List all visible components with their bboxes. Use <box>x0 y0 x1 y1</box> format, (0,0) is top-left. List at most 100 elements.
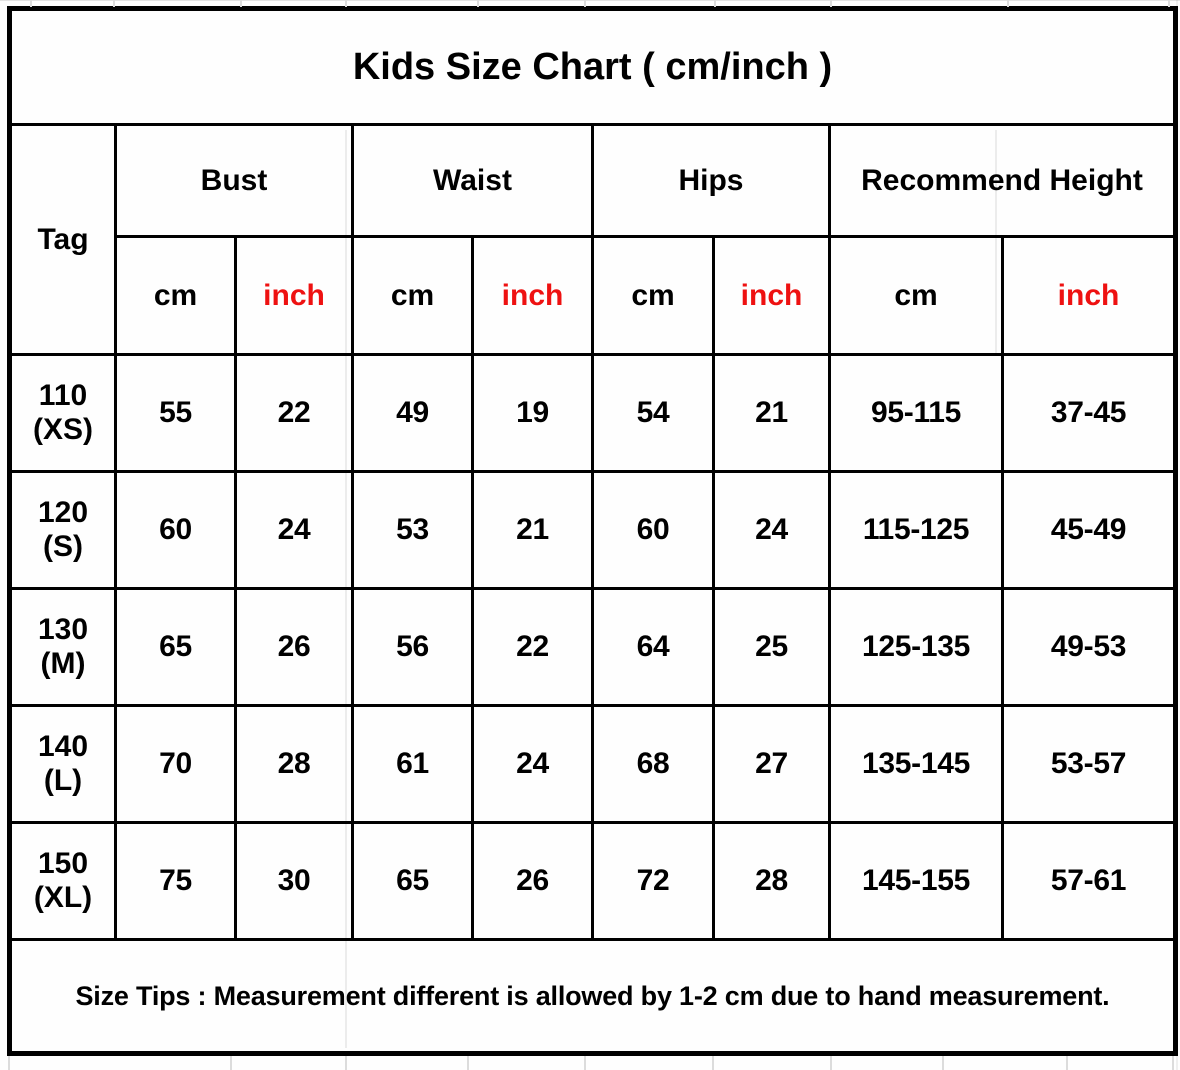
unit-header-hips-inch: inch <box>712 235 831 356</box>
table-row-110-xs: 110 (XS) 55 22 49 19 54 21 95-115 37-45 <box>8 353 1177 473</box>
size-chart-table: Kids Size Chart ( cm/inch ) Tag Bust Wai… <box>7 6 1178 1056</box>
table-row-150-xl: 150 (XL) 75 30 65 26 72 28 145-155 57-61 <box>8 821 1177 941</box>
unit-header-height-cm: cm <box>828 235 1004 356</box>
tag-size-letter: (L) <box>43 764 83 797</box>
waist-cm-value: 53 <box>351 470 474 590</box>
height-cm-value: 95-115 <box>828 353 1004 473</box>
spreadsheet-gridline <box>345 1056 347 1070</box>
waist-inch-value: 22 <box>471 587 594 707</box>
page-title: Kids Size Chart ( cm/inch ) <box>8 7 1177 126</box>
unit-header-hips-cm: cm <box>591 235 715 356</box>
spreadsheet-gridline <box>113 0 115 7</box>
spreadsheet-gridline <box>1168 0 1170 7</box>
height-cm-value: 135-145 <box>828 704 1004 824</box>
spreadsheet-gridline <box>584 0 586 7</box>
spreadsheet-gridline <box>830 0 832 7</box>
hips-inch-value: 27 <box>712 704 831 824</box>
height-cm-value: 115-125 <box>828 470 1004 590</box>
unit-header-height-inch: inch <box>1001 235 1177 356</box>
bust-cm-value: 75 <box>114 821 237 941</box>
table-row-130-m: 130 (M) 65 26 56 22 64 25 125-135 49-53 <box>8 587 1177 707</box>
spreadsheet-gridline <box>995 130 997 356</box>
column-header-hips: Hips <box>591 123 831 238</box>
table-row-120-s: 120 (S) 60 24 53 21 60 24 115-125 45-49 <box>8 470 1177 590</box>
waist-cm-value: 61 <box>351 704 474 824</box>
hips-inch-value: 28 <box>712 821 831 941</box>
column-header-recommend-height: Recommend Height <box>828 123 1177 238</box>
unit-header-bust-inch: inch <box>234 235 354 356</box>
spreadsheet-gridline <box>345 0 347 7</box>
hips-cm-value: 54 <box>591 353 715 473</box>
spreadsheet-gridline <box>345 130 347 1048</box>
tag-size-number: 140 <box>37 729 89 763</box>
waist-inch-value: 19 <box>471 353 594 473</box>
waist-cm-value: 65 <box>351 821 474 941</box>
spreadsheet-gridline <box>584 1056 586 1070</box>
spreadsheet-gridline <box>230 1056 232 1070</box>
bust-inch-value: 24 <box>234 470 354 590</box>
tag-cell: 110 (XS) <box>8 353 117 473</box>
hips-cm-value: 64 <box>591 587 715 707</box>
waist-inch-value: 26 <box>471 821 594 941</box>
height-cm-value: 145-155 <box>828 821 1004 941</box>
bust-inch-value: 30 <box>234 821 354 941</box>
spreadsheet-gridline <box>1007 0 1009 7</box>
bust-inch-value: 28 <box>234 704 354 824</box>
height-cm-value: 125-135 <box>828 587 1004 707</box>
column-header-bust: Bust <box>114 123 354 238</box>
tag-size-number: 130 <box>37 612 89 646</box>
bust-cm-value: 55 <box>114 353 237 473</box>
tag-size-letter: (XS) <box>33 413 93 446</box>
spreadsheet-gridline <box>30 0 32 7</box>
hips-inch-value: 21 <box>712 353 831 473</box>
bust-inch-value: 26 <box>234 587 354 707</box>
spreadsheet-gridline <box>714 0 716 7</box>
bust-cm-value: 65 <box>114 587 237 707</box>
tag-cell: 130 (M) <box>8 587 117 707</box>
unit-header-bust-cm: cm <box>114 235 237 356</box>
tag-size-number: 110 <box>38 378 88 412</box>
tag-size-letter: (S) <box>43 530 83 563</box>
bust-cm-value: 60 <box>114 470 237 590</box>
height-inch-value: 57-61 <box>1001 821 1177 941</box>
spreadsheet-gridline <box>830 1056 832 1070</box>
tag-size-number: 150 <box>37 846 89 880</box>
tag-cell: 120 (S) <box>8 470 117 590</box>
spreadsheet-gridline <box>712 1056 714 1070</box>
hips-cm-value: 72 <box>591 821 715 941</box>
hips-inch-value: 25 <box>712 587 831 707</box>
hips-cm-value: 68 <box>591 704 715 824</box>
spreadsheet-gridline <box>240 0 242 7</box>
waist-cm-value: 49 <box>351 353 474 473</box>
height-inch-value: 53-57 <box>1001 704 1177 824</box>
size-tips-note: Size Tips : Measurement different is all… <box>8 938 1177 1055</box>
waist-inch-value: 24 <box>471 704 594 824</box>
spreadsheet-gridline <box>467 1056 469 1070</box>
waist-cm-value: 56 <box>351 587 474 707</box>
hips-cm-value: 60 <box>591 470 715 590</box>
bust-inch-value: 22 <box>234 353 354 473</box>
tag-cell: 140 (L) <box>8 704 117 824</box>
column-header-tag: Tag <box>8 123 117 356</box>
height-inch-value: 37-45 <box>1001 353 1177 473</box>
spreadsheet-gridline <box>0 0 1180 1</box>
tag-size-letter: (XL) <box>33 881 93 914</box>
waist-inch-value: 21 <box>471 470 594 590</box>
spreadsheet-gridline <box>477 0 479 7</box>
column-header-waist: Waist <box>351 123 594 238</box>
tag-size-letter: (M) <box>40 647 86 680</box>
tag-size-number: 120 <box>37 495 89 529</box>
bust-cm-value: 70 <box>114 704 237 824</box>
spreadsheet-gridline <box>1172 1056 1174 1070</box>
height-inch-value: 45-49 <box>1001 470 1177 590</box>
height-inch-value: 49-53 <box>1001 587 1177 707</box>
unit-header-waist-cm: cm <box>351 235 474 356</box>
spreadsheet-gridline <box>1176 0 1178 1070</box>
unit-header-waist-inch: inch <box>471 235 594 356</box>
tag-cell: 150 (XL) <box>8 821 117 941</box>
hips-inch-value: 24 <box>712 470 831 590</box>
spreadsheet-gridline <box>8 1056 10 1070</box>
table-row-140-l: 140 (L) 70 28 61 24 68 27 135-145 53-57 <box>8 704 1177 824</box>
spreadsheet-gridline <box>1066 1056 1068 1070</box>
